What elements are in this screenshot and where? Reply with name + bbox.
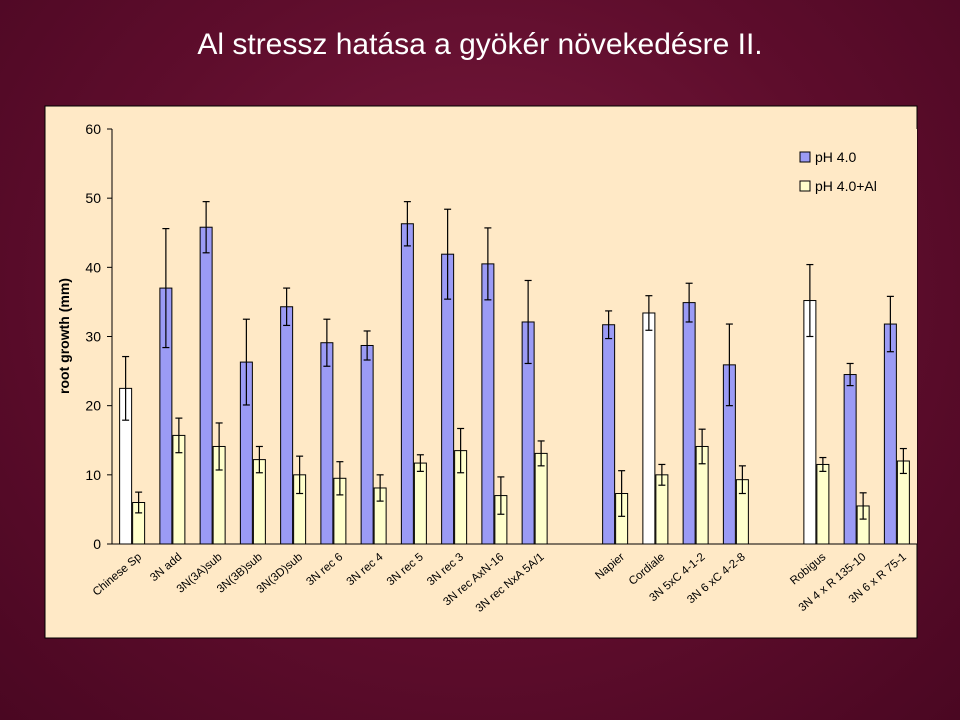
bars-layer [119,201,910,545]
legend-label: pH 4.0 [815,149,856,165]
data-bar [400,223,414,545]
data-bar [481,263,495,545]
data-bar [682,302,696,545]
y-axis-label: root growth (mm) [56,278,72,394]
legend-swatch [799,180,811,192]
data-bar [413,462,427,545]
y-tick-label: 0 [93,536,101,552]
data-bar [883,323,897,545]
plot-area [112,129,917,544]
y-tick-label: 10 [85,467,101,483]
y-tick-label: 30 [85,329,101,345]
legend-label: pH 4.0+Al [815,178,877,194]
data-bar [534,452,548,545]
data-bar [320,342,334,545]
legend-swatch [799,151,811,163]
slide-title: Al stressz hatása a gyökér növekedésre I… [197,28,763,61]
y-tick-label: 20 [85,398,101,414]
legend: pH 4.0 pH 4.0+Al [799,149,877,194]
data-bar [816,463,830,545]
data-bar [280,306,294,545]
y-tick-label: 60 [85,121,101,137]
data-bar [199,226,213,545]
data-bar [843,374,857,545]
y-tick-label: 50 [85,190,101,206]
data-bar [360,344,374,545]
data-bar [642,312,656,545]
data-bar [602,324,616,545]
y-tick-label: 40 [85,259,101,275]
